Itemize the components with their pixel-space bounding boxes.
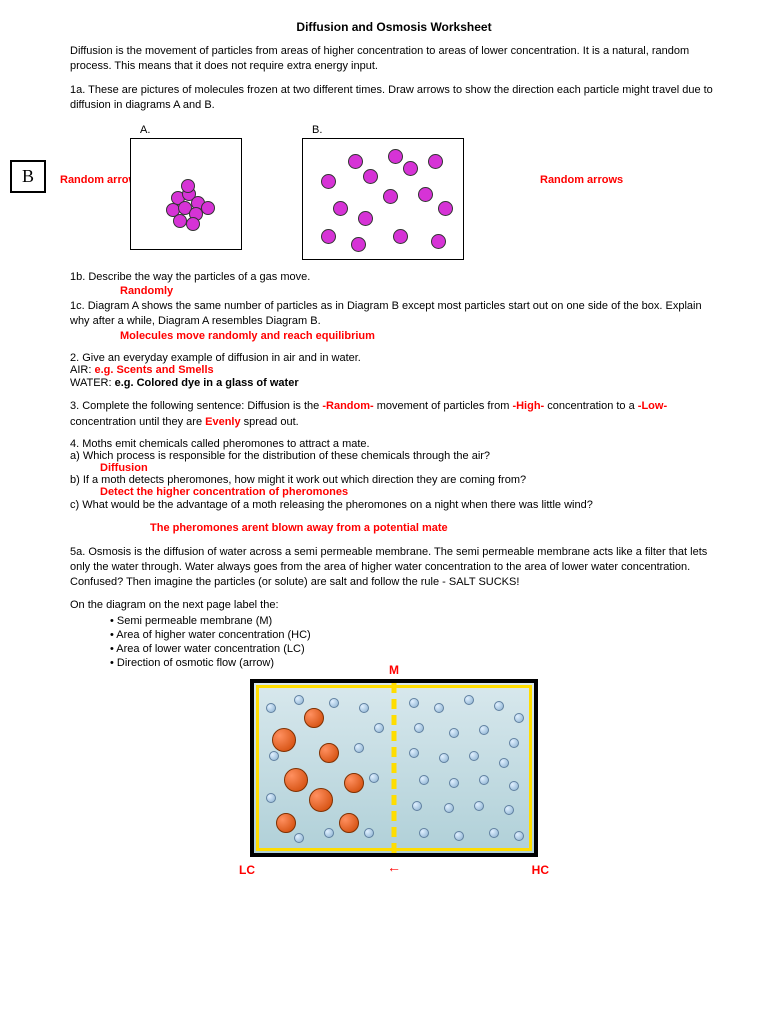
a1b-text: Randomly — [120, 285, 718, 297]
q3-b: movement of particles from — [374, 400, 513, 412]
intro-text: Diffusion is the movement of particles f… — [70, 44, 718, 75]
q5-item-3: • Direction of osmotic flow (arrow) — [110, 657, 718, 669]
q5-item-0: • Semi permeable membrane (M) — [110, 615, 718, 627]
q2-air-label: AIR: — [70, 364, 94, 376]
q2-water-ans: e.g. Colored dye in a glass of water — [115, 377, 299, 389]
osmosis-box — [250, 679, 538, 857]
a4a-text: Diffusion — [100, 462, 718, 474]
q3-a: 3. Complete the following sentence: Diff… — [70, 400, 322, 412]
q5-item-2: • Area of lower water concentration (LC) — [110, 643, 718, 655]
q3-d: concentration until they are — [70, 416, 205, 428]
diagram-b-label: B. — [312, 124, 322, 136]
q2-air-ans: e.g. Scents and Smells — [94, 364, 213, 376]
q2-air: AIR: e.g. Scents and Smells — [70, 364, 718, 376]
q4-text: 4. Moths emit chemicals called pheromone… — [70, 438, 718, 450]
diagram-b-box — [302, 138, 464, 260]
a1c-text: Molecules move randomly and reach equili… — [120, 330, 718, 342]
q3-e: spread out. — [241, 416, 299, 428]
label-m: M — [389, 663, 399, 677]
label-hc: HC — [532, 863, 549, 877]
q5a-text: 5a. Osmosis is the diffusion of water ac… — [70, 545, 718, 591]
q2-water: WATER: e.g. Colored dye in a glass of wa… — [70, 376, 718, 391]
q3-f2: -High- — [512, 400, 544, 412]
q1c-text: 1c. Diagram A shows the same number of p… — [70, 299, 718, 330]
diagram-a-label: A. — [140, 124, 150, 136]
random-arrows-right: Random arrows — [540, 174, 623, 186]
diagram-row: Random arrows A. B. — [130, 124, 718, 260]
diagram-a-wrap: A. — [130, 124, 242, 250]
q4c-text: c) What would be the advantage of a moth… — [70, 498, 718, 513]
q2-text: 2. Give an everyday example of diffusion… — [70, 352, 718, 364]
b-marker-box: B — [10, 160, 46, 193]
q4b-text: b) If a moth detects pheromones, how mig… — [70, 474, 718, 486]
q5-label-intro: On the diagram on the next page label th… — [70, 599, 718, 611]
diagram-b-wrap: B. — [302, 124, 464, 260]
q2-water-label: WATER: — [70, 377, 115, 389]
diagram-a-box — [130, 138, 242, 250]
q3-f3: -Low- — [638, 400, 667, 412]
a4c-text: The pheromones arent blown away from a p… — [150, 521, 718, 536]
q5-list: • Semi permeable membrane (M) • Area of … — [110, 615, 718, 669]
page-title: Diffusion and Osmosis Worksheet — [70, 20, 718, 34]
q3-text: 3. Complete the following sentence: Diff… — [70, 399, 718, 430]
flow-arrow: ← — [224, 859, 564, 875]
q4a-text: a) Which process is responsible for the … — [70, 450, 718, 462]
q1a-text: 1a. These are pictures of molecules froz… — [70, 83, 718, 114]
a4b-text: Detect the higher concentration of phero… — [100, 486, 718, 498]
q3-f4: Evenly — [205, 416, 240, 428]
q3-c: concentration to a — [544, 400, 638, 412]
label-lc: LC — [239, 863, 255, 877]
q5-item-1: • Area of higher water concentration (HC… — [110, 629, 718, 641]
membrane — [392, 683, 397, 853]
q1b-text: 1b. Describe the way the particles of a … — [70, 270, 718, 285]
q3-f1: -Random- — [322, 400, 373, 412]
osmosis-diagram: M LC HC ← — [224, 679, 564, 875]
